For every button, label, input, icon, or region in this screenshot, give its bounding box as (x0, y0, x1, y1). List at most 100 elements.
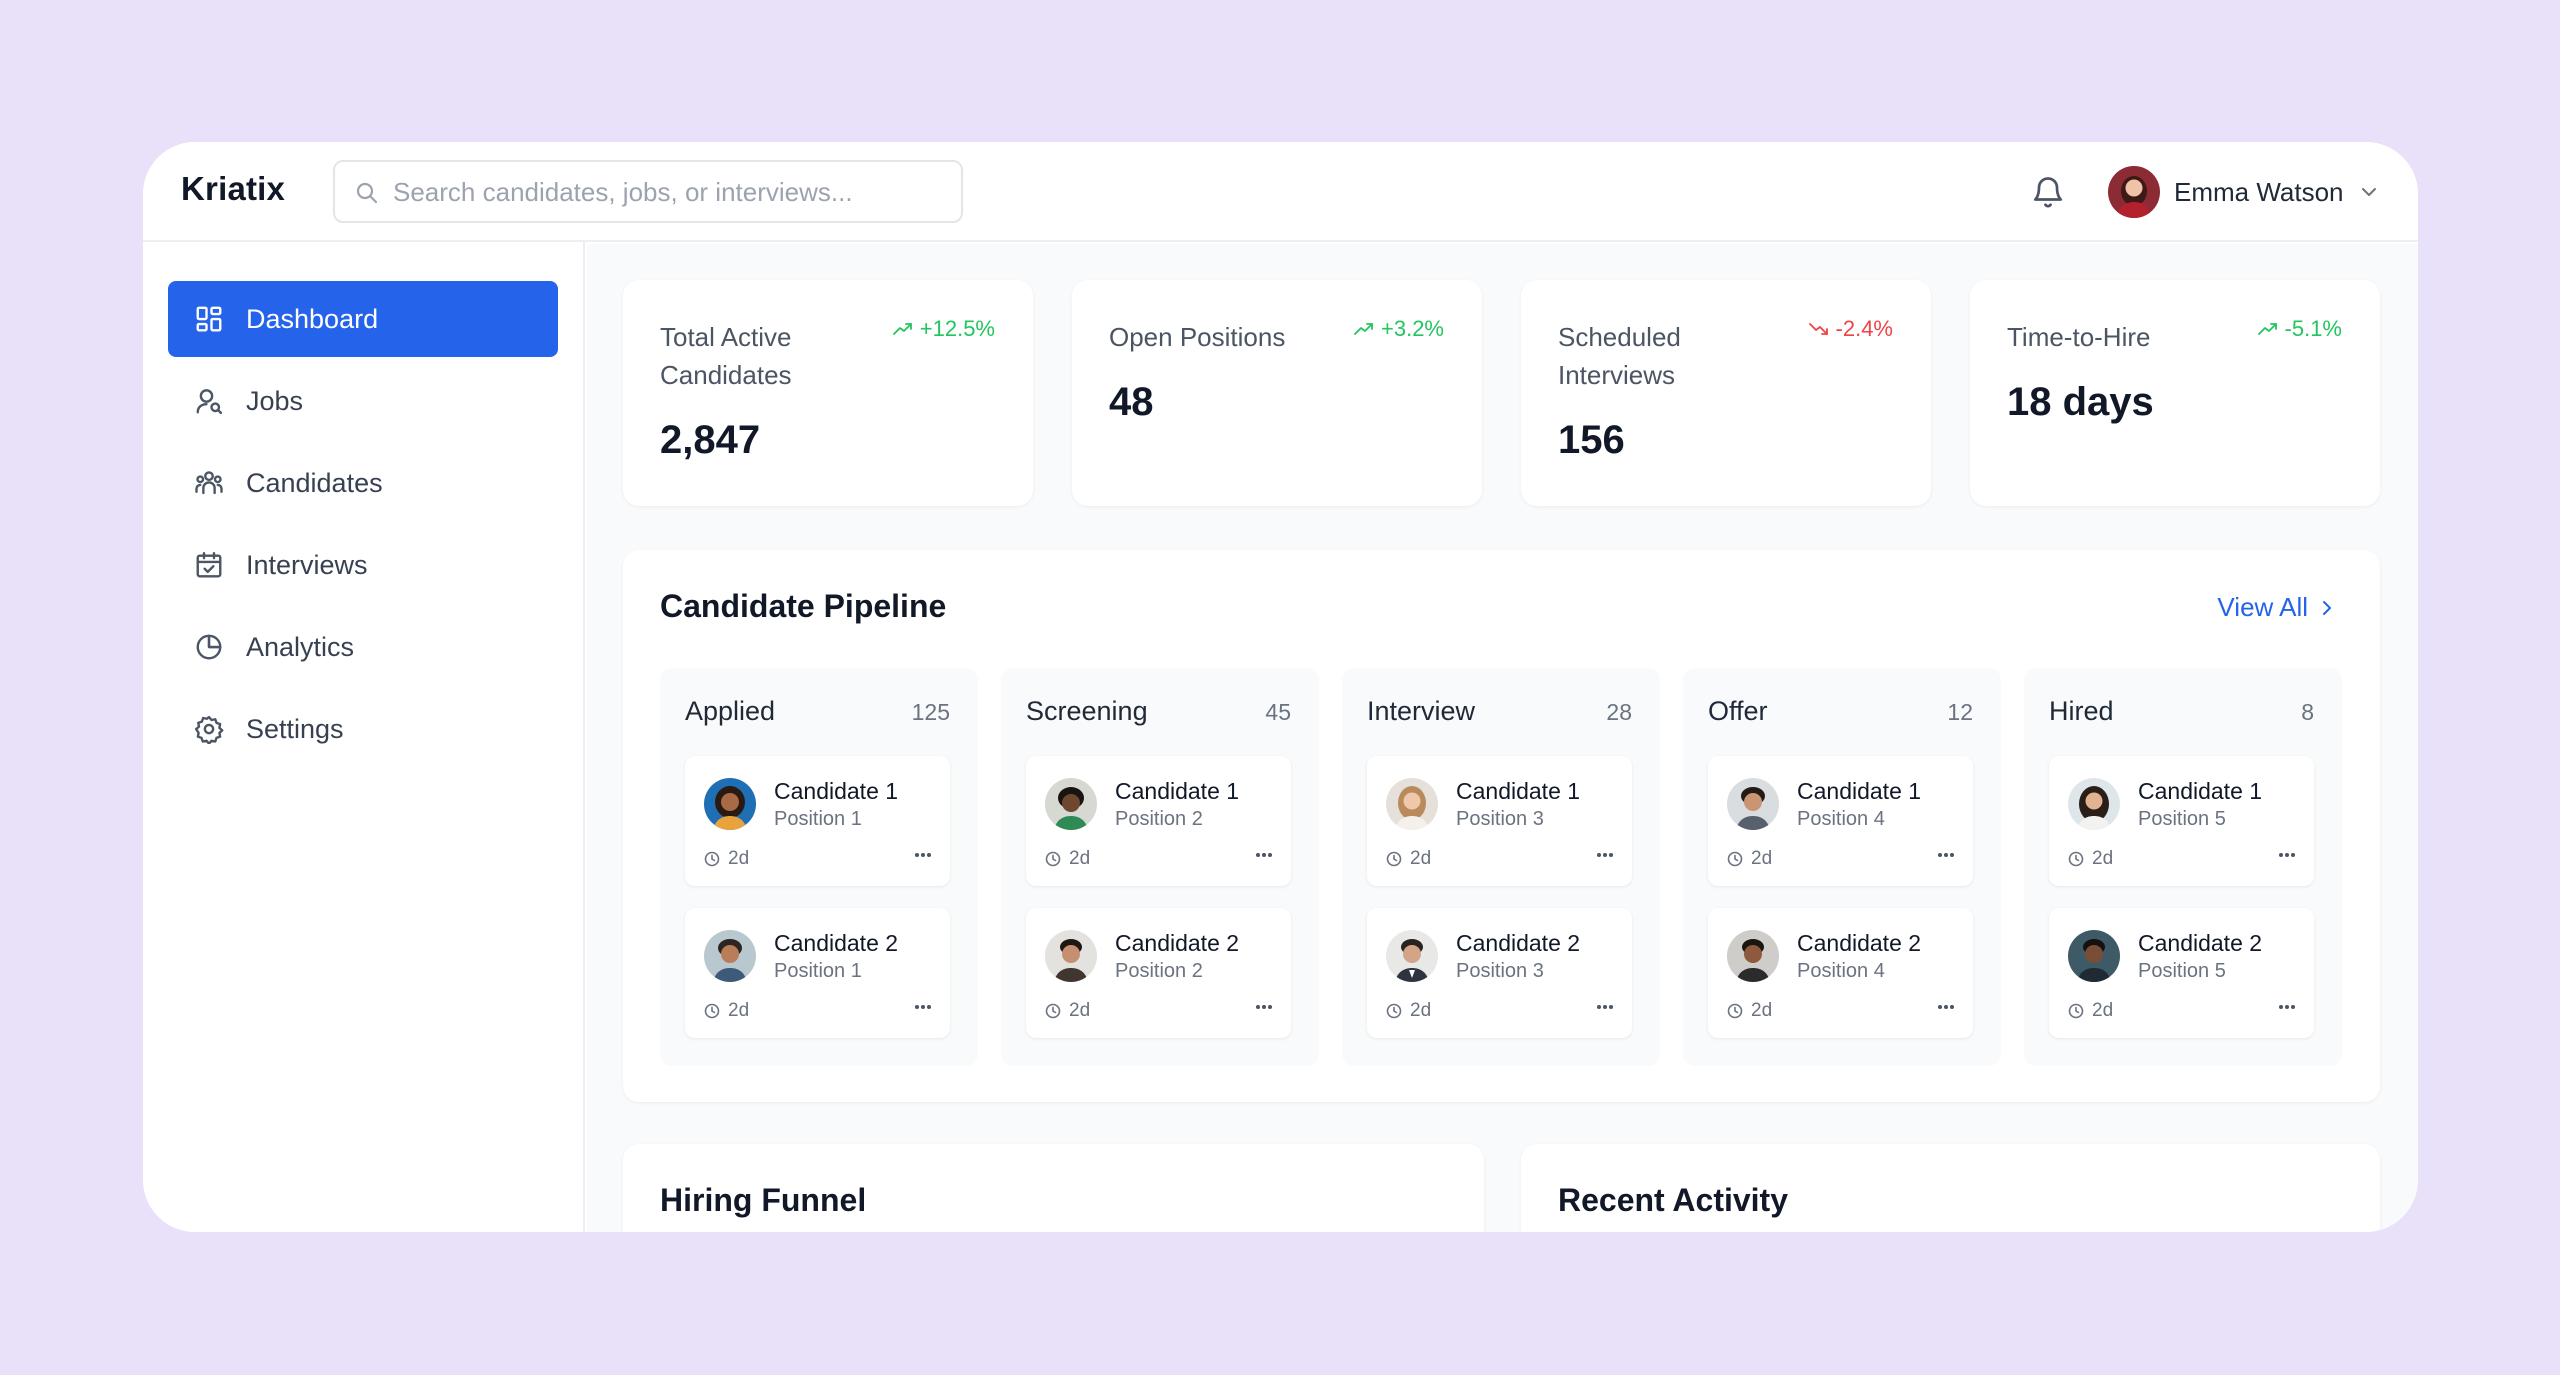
candidate-name: Candidate 2 (1797, 930, 1922, 956)
sidebar-item-label: Candidates (246, 467, 383, 498)
clock-icon (1045, 1003, 1061, 1019)
chevron-right-icon (2323, 600, 2331, 615)
candidate-name: Candidate 2 (2138, 930, 2263, 956)
view-all-link[interactable]: View All (2217, 592, 2332, 623)
kpi-change: -2.4% (1808, 316, 1893, 342)
recent-activity-panel: Recent Activity (1521, 1144, 2380, 1232)
candidate-position: Position 5 (2138, 808, 2226, 830)
avatar (2068, 778, 2120, 830)
pipeline-column-interview: Interview 28 Candidate 1 Position 3 2d (1342, 668, 1660, 1066)
clock-icon (1727, 1003, 1743, 1019)
candidate-position: Position 1 (774, 808, 862, 830)
pie-chart-icon (196, 634, 222, 660)
column-title: Applied (685, 696, 776, 726)
avatar (2068, 930, 2120, 982)
sidebar-item-dashboard[interactable]: Dashboard (168, 281, 558, 357)
sidebar-item-label: Interviews (246, 549, 368, 580)
clock-icon (1727, 851, 1743, 867)
avatar (1386, 930, 1438, 982)
card-time: 2d (2068, 1000, 2113, 1022)
search-box[interactable] (333, 160, 963, 223)
card-time: 2d (1045, 848, 1090, 870)
candidate-name: Candidate 1 (774, 778, 899, 804)
candidate-name: Candidate 2 (1115, 930, 1240, 956)
candidate-card[interactable]: Candidate 1 Position 4 2d (1708, 756, 1973, 886)
candidate-position: Position 2 (1115, 960, 1203, 982)
candidate-name: Candidate 1 (1456, 778, 1581, 804)
candidate-card[interactable]: Candidate 1 Position 1 2d (685, 756, 950, 886)
column-count: 45 (1265, 699, 1291, 725)
clock-icon (704, 1003, 720, 1019)
kpi-label: Open Positions (1109, 322, 1286, 352)
candidate-card[interactable]: Candidate 2 Position 2 2d (1026, 908, 1291, 1038)
candidate-card[interactable]: Candidate 1 Position 5 2d (2049, 756, 2314, 886)
kpi-card-time-to-hire: Time-to-Hire 18 days -5.1% (1970, 280, 2380, 506)
candidate-position: Position 4 (1797, 960, 1885, 982)
sidebar-item-candidates[interactable]: Candidates (168, 445, 558, 521)
section-title: Recent Activity (1558, 1182, 1788, 1218)
app-logo[interactable]: Kriatix (181, 170, 286, 207)
clock-icon (1386, 851, 1402, 867)
candidate-name: Candidate 1 (1797, 778, 1922, 804)
trend-up-icon (1354, 323, 1373, 335)
candidate-card[interactable]: Candidate 2 Position 5 2d (2049, 908, 2314, 1038)
more-icon[interactable] (914, 1004, 932, 1010)
dashboard-icon (196, 306, 222, 332)
candidate-name: Candidate 2 (1456, 930, 1581, 956)
kpi-change: +3.2% (1353, 316, 1444, 342)
more-icon[interactable] (1596, 852, 1614, 858)
kpi-value: 48 (1109, 380, 1154, 424)
clock-icon (704, 851, 720, 867)
card-time: 2d (1727, 1000, 1772, 1022)
more-icon[interactable] (1937, 852, 1955, 858)
kpi-label: Time-to-Hire (2007, 322, 2151, 352)
card-time: 2d (1386, 848, 1431, 870)
user-name: Emma Watson (2174, 176, 2344, 207)
avatar (1386, 778, 1438, 830)
card-time: 2d (1386, 1000, 1431, 1022)
candidate-card[interactable]: Candidate 2 Position 1 2d (685, 908, 950, 1038)
column-count: 125 (911, 699, 950, 725)
card-time: 2d (1727, 848, 1772, 870)
more-icon[interactable] (2278, 1004, 2296, 1010)
candidate-card[interactable]: Candidate 2 Position 4 2d (1708, 908, 1973, 1038)
candidate-card[interactable]: Candidate 1 Position 2 2d (1026, 756, 1291, 886)
candidates-icon (195, 471, 223, 495)
candidate-position: Position 4 (1797, 808, 1885, 830)
sidebar-item-interviews[interactable]: Interviews (168, 527, 558, 603)
sidebar-item-label: Dashboard (246, 303, 379, 334)
kpi-value: 18 days (2007, 380, 2154, 424)
gear-icon (194, 715, 224, 744)
more-icon[interactable] (1255, 852, 1273, 858)
pipeline-column-offer: Offer 12 Candidate 1 Position 4 2d (1683, 668, 2001, 1066)
more-icon[interactable] (1937, 1004, 1955, 1010)
user-menu[interactable]: Emma Watson (2108, 166, 2378, 218)
search-input[interactable] (393, 172, 943, 212)
more-icon[interactable] (914, 852, 932, 858)
sidebar-item-settings[interactable]: Settings (168, 691, 558, 767)
calendar-icon (196, 551, 222, 578)
app-window: Kriatix (143, 142, 2418, 1232)
kpi-card-open-positions: Open Positions 48 +3.2% (1072, 280, 1482, 506)
pipeline-column-hired: Hired 8 Candidate 1 Position 5 2d (2024, 668, 2342, 1066)
avatar (704, 778, 756, 830)
candidate-card[interactable]: Candidate 2 Position 3 2d (1367, 908, 1632, 1038)
pipeline-column-screening: Screening 45 Candidate 1 Position 2 2d (1001, 668, 1319, 1066)
main-content: Total Active Candidates 2,847 +12.5% Ope… (587, 244, 2418, 1232)
section-title: Hiring Funnel (660, 1182, 867, 1218)
more-icon[interactable] (1255, 1004, 1273, 1010)
column-title: Offer (1708, 696, 1768, 726)
sidebar-item-analytics[interactable]: Analytics (168, 609, 558, 685)
column-title: Hired (2049, 696, 2114, 726)
chevron-down-icon[interactable] (2360, 186, 2378, 198)
candidate-name: Candidate 1 (2138, 778, 2263, 804)
sidebar-item-jobs[interactable]: Jobs (168, 363, 558, 439)
avatar[interactable] (2108, 166, 2160, 218)
bell-icon[interactable] (2030, 172, 2066, 212)
more-icon[interactable] (2278, 852, 2296, 858)
candidate-pipeline: Candidate Pipeline View All Applied 125 … (623, 550, 2380, 1102)
kpi-label: Total Active Candidates (660, 322, 792, 390)
clock-icon (1386, 1003, 1402, 1019)
more-icon[interactable] (1596, 1004, 1614, 1010)
candidate-card[interactable]: Candidate 1 Position 3 2d (1367, 756, 1632, 886)
